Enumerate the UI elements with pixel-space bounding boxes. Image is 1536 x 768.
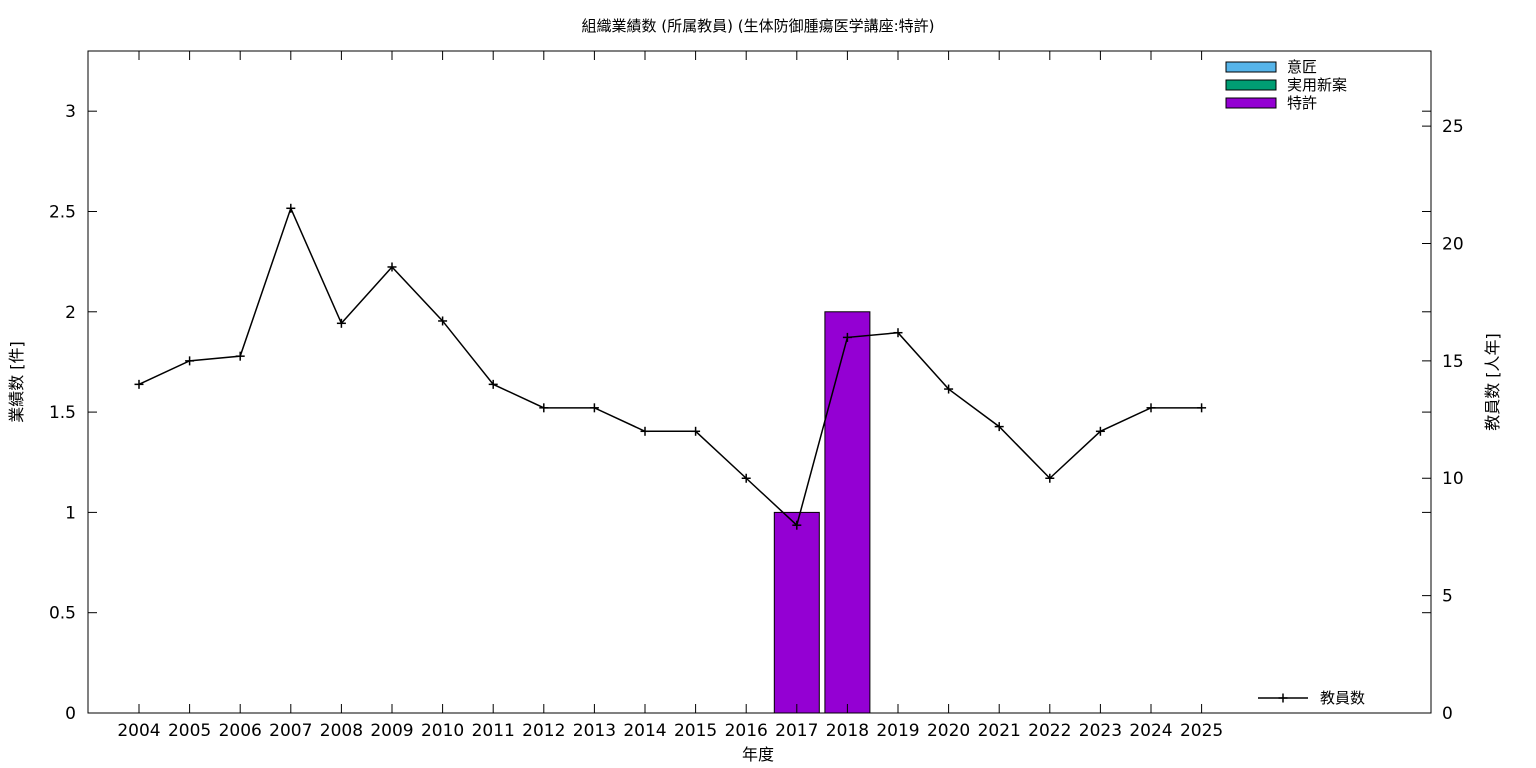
point-2023 [1095, 426, 1105, 436]
x-tick-label: 2009 [370, 721, 413, 741]
point-2015 [691, 426, 701, 436]
point-2011 [488, 379, 498, 389]
legend-swatch [1225, 79, 1277, 91]
x-tick-label: 2012 [522, 721, 565, 741]
legend-swatch [1225, 97, 1277, 109]
left-axis-label: 業績数 [件] [7, 341, 26, 423]
right-tick-label: 10 [1442, 469, 1464, 489]
right-tick-label: 20 [1442, 234, 1464, 254]
x-tick-label: 2022 [1028, 721, 1071, 741]
legend-label: 特許 [1287, 94, 1317, 112]
legend-item: 特許 [1225, 94, 1317, 112]
point-2018 [842, 332, 852, 342]
point-2020 [944, 384, 954, 394]
left-tick-label: 3 [65, 102, 76, 122]
point-2024 [1146, 403, 1156, 413]
point-2013 [589, 403, 599, 413]
bar-2017 [773, 511, 820, 714]
left-tick-label: 2 [65, 303, 76, 323]
x-tick-label: 2007 [269, 721, 312, 741]
x-tick-label: 2008 [320, 721, 363, 741]
legend-item: 実用新案 [1225, 76, 1347, 94]
x-tick-label: 2015 [674, 721, 717, 741]
x-tick-label: 2020 [927, 721, 970, 741]
x-tick-label: 2023 [1079, 721, 1122, 741]
x-tick-label: 2019 [876, 721, 919, 741]
x-axis-label: 年度 [742, 745, 774, 764]
point-2022 [1045, 473, 1055, 483]
legend-item: 意匠 [1225, 58, 1317, 76]
left-tick-label: 1.5 [49, 403, 76, 423]
right-tick-label: 0 [1442, 704, 1453, 724]
x-tick-label: 2006 [219, 721, 262, 741]
point-2017 [792, 520, 802, 530]
right-axis: 0 5 10 15 20 25 [1422, 117, 1464, 724]
legend-swatch [1225, 61, 1277, 73]
line-layer [134, 203, 1207, 530]
right-tick-label: 5 [1442, 587, 1453, 607]
point-2012 [539, 403, 549, 413]
x-tick-label: 2021 [978, 721, 1021, 741]
bar-2018 [824, 311, 871, 714]
right-axis-label: 教員数 [人年] [1483, 333, 1502, 431]
x-tick-label: 2004 [117, 721, 160, 741]
point-2006 [235, 351, 245, 361]
bars-layer [773, 311, 871, 714]
x-tick-label: 2013 [573, 721, 616, 741]
x-tick-label: 2018 [826, 721, 869, 741]
point-2009 [387, 262, 397, 272]
point-2016 [741, 473, 751, 483]
point-2008 [336, 318, 346, 328]
left-tick-label: 0 [65, 704, 76, 724]
left-tick-label: 1 [65, 503, 76, 523]
point-2010 [438, 316, 448, 326]
point-2019 [893, 328, 903, 338]
left-tick-label: 0.5 [49, 604, 76, 624]
x-tick-label: 2024 [1129, 721, 1172, 741]
legend-label: 実用新案 [1287, 76, 1347, 94]
point-2005 [185, 356, 195, 366]
faculty-count-line [138, 206, 1202, 527]
x-tick-label: 2005 [168, 721, 211, 741]
x-tick-label: 2016 [725, 721, 768, 741]
x-tick-label: 2017 [775, 721, 818, 741]
legend-label: 意匠 [1287, 58, 1317, 76]
point-2014 [640, 426, 650, 436]
left-axis: 0 0.5 1 1.5 2 2.5 3 [49, 102, 1431, 724]
point-2004 [134, 379, 144, 389]
right-tick-label: 15 [1442, 352, 1464, 372]
x-tick-label: 2010 [421, 721, 464, 741]
left-tick-label: 2.5 [49, 202, 76, 222]
x-axis: 2004 2005 2006 2007 2008 2009 2010 2011 2012 2013… [117, 51, 1223, 741]
chart-title: 組織業績数 (所属教員) (生体防御腫瘍医学講座:特許) [581, 17, 934, 35]
legend-item-line: 教員数 [1258, 689, 1365, 707]
plot-frame [87, 50, 1432, 714]
x-tick-label: 2014 [623, 721, 666, 741]
x-tick-label: 2025 [1180, 721, 1223, 741]
point-2025 [1197, 403, 1207, 413]
point-2021 [994, 422, 1004, 432]
point-2007 [286, 203, 296, 213]
x-tick-label: 2011 [472, 721, 515, 741]
right-tick-label: 25 [1442, 117, 1464, 137]
legend-label: 教員数 [1320, 689, 1365, 707]
